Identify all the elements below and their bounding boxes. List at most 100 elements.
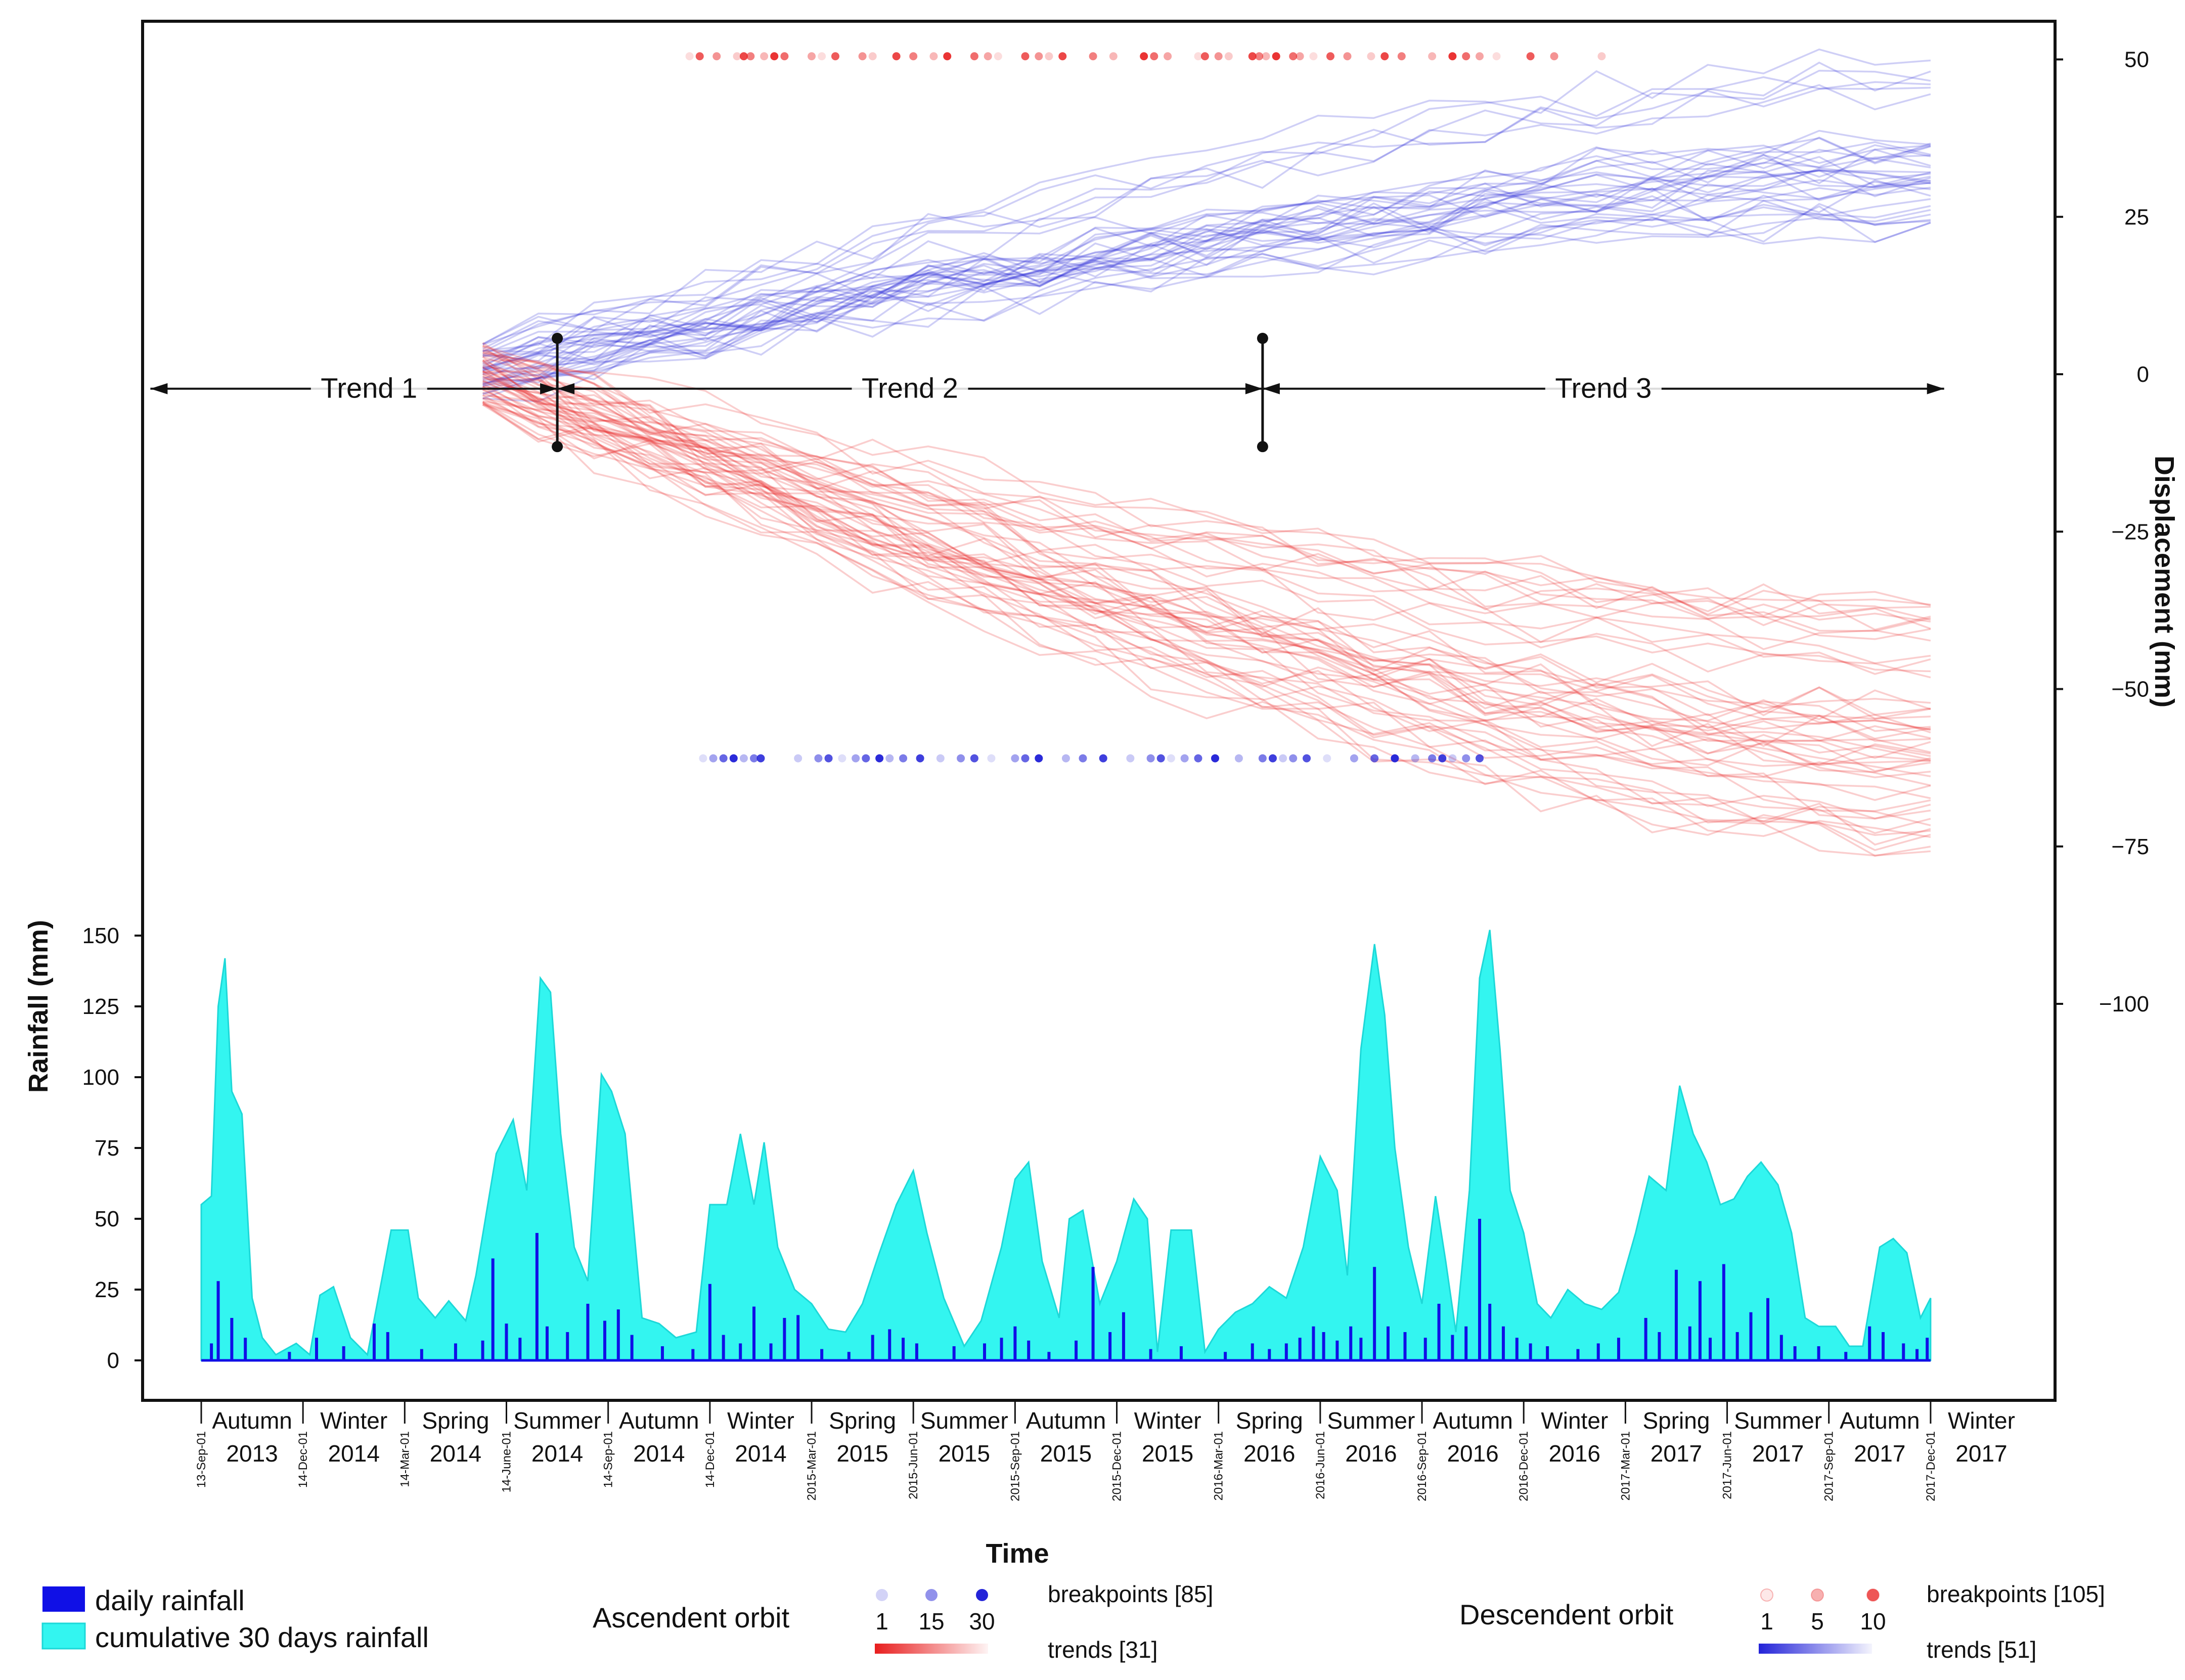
- descendent-trend-line: [482, 136, 1931, 390]
- legend-descendent-scale-label: 5: [1811, 1608, 1824, 1634]
- date-label: 2015-Sep-01: [1008, 1431, 1022, 1501]
- right-tick-label: −100: [2099, 992, 2149, 1016]
- descendent-breakpoint: [1194, 52, 1202, 61]
- ascendent-breakpoint: [936, 754, 945, 763]
- descendent-breakpoint: [1164, 52, 1172, 61]
- season-year: 2015: [1142, 1440, 1193, 1467]
- ascendent-breakpoint: [1268, 754, 1277, 763]
- descendent-trend-line: [482, 167, 1931, 345]
- daily-rainfall-bar: [1091, 1267, 1095, 1360]
- trend-arrow-head: [1262, 383, 1280, 394]
- ascendent-trend-line: [482, 380, 1931, 632]
- season-year: 2016: [1243, 1440, 1295, 1467]
- daily-rainfall-bar: [386, 1332, 389, 1360]
- ascendent-breakpoint: [885, 754, 894, 763]
- daily-rainfall-bar: [983, 1343, 987, 1360]
- descendent-breakpoint: [808, 52, 816, 61]
- ascendent-trend-line: [482, 359, 1931, 778]
- descendent-breakpoint: [1428, 52, 1437, 61]
- ascendent-breakpoint: [1258, 754, 1267, 763]
- left-tick-label: 150: [82, 923, 119, 948]
- descendent-trend-line: [482, 145, 1931, 345]
- daily-rainfall-bar: [342, 1346, 345, 1360]
- daily-rainfall-bar: [1451, 1335, 1454, 1360]
- trend-label-bg: [310, 369, 427, 403]
- descendent-breakpoint: [1296, 52, 1304, 61]
- daily-rainfall-bar: [1000, 1338, 1003, 1360]
- daily-rainfall-bar: [1515, 1338, 1519, 1360]
- ascendent-trend-line: [482, 400, 1931, 623]
- descendent-breakpoint: [1367, 52, 1375, 61]
- descendent-breakpoint: [818, 52, 826, 61]
- descendent-trend-line: [482, 169, 1931, 369]
- season-year: 2017: [1854, 1440, 1905, 1467]
- date-label: 2017-Dec-01: [1924, 1431, 1938, 1501]
- ascendent-trend-line: [482, 342, 1931, 800]
- ascendent-breakpoint: [1126, 754, 1135, 763]
- left-tick-label: 75: [95, 1136, 119, 1161]
- descendent-trend-line: [482, 213, 1931, 353]
- ascendent-trend-line: [482, 360, 1931, 767]
- ascendent-trend-line: [482, 401, 1931, 747]
- descendent-breakpoint: [1476, 52, 1484, 61]
- ascendent-breakpoint: [824, 754, 833, 763]
- ascendent-trend-line: [482, 391, 1931, 721]
- season-name: Summer: [1734, 1407, 1822, 1434]
- season-year: 2014: [531, 1440, 583, 1467]
- season-year: 2014: [430, 1440, 481, 1467]
- descendent-breakpoint: [733, 52, 741, 61]
- ascendent-breakpoint: [1146, 754, 1155, 763]
- daily-rainfall-bar: [1844, 1352, 1848, 1360]
- descendent-trend-line: [482, 217, 1931, 356]
- daily-rainfall-bar: [1268, 1349, 1271, 1360]
- daily-rainfall-bar: [1386, 1326, 1390, 1360]
- ascendent-trend-line: [482, 369, 1931, 734]
- ascendent-breakpoint: [1411, 754, 1419, 763]
- left-tick-label: 25: [95, 1277, 119, 1302]
- descendent-breakpoint: [1255, 52, 1264, 61]
- descendent-trend-line: [482, 156, 1931, 376]
- daily-rainfall-bar: [739, 1343, 742, 1360]
- rainfall-layer: [200, 930, 1932, 1362]
- date-label: 14-Sep-01: [602, 1431, 615, 1488]
- ascendent-trend-line: [482, 365, 1931, 767]
- daily-rainfall-bar: [315, 1338, 318, 1360]
- daily-rainfall-bar: [1359, 1338, 1363, 1360]
- ascendent-breakpoint: [1194, 754, 1202, 763]
- ascendent-breakpoint: [1156, 754, 1165, 763]
- ascendent-trend-line: [482, 351, 1931, 631]
- daily-rainfall-bar: [454, 1343, 457, 1360]
- descendent-trend-line: [482, 169, 1931, 372]
- daily-rainfall-bar: [1576, 1349, 1580, 1360]
- daily-rainfall-bar: [1779, 1335, 1783, 1360]
- ascendent-breakpoint: [1370, 754, 1379, 763]
- legend-ascendent-breakpoints: breakpoints [85]: [1048, 1581, 1213, 1607]
- ascendent-breakpoint: [1180, 754, 1189, 763]
- legend-daily-swatch: [42, 1586, 85, 1612]
- descendent-breakpoint: [695, 52, 704, 61]
- season-name: Winter: [1948, 1407, 2015, 1434]
- descendent-trend-line: [482, 169, 1931, 371]
- ascendent-trend-line: [482, 352, 1931, 742]
- descendent-breakpoint: [1035, 52, 1043, 61]
- date-label: 14-Dec-01: [703, 1431, 717, 1488]
- ascendent-trend-line: [482, 404, 1931, 740]
- daily-rainfall-bar: [1047, 1352, 1051, 1360]
- date-label: 2017-Mar-01: [1619, 1431, 1632, 1500]
- descendent-breakpoint: [1526, 52, 1535, 61]
- date-label: 2016-Dec-01: [1517, 1431, 1531, 1501]
- x-axis-title: Time: [986, 1538, 1049, 1569]
- legend-ascendent-trends: trends [31]: [1048, 1637, 1157, 1663]
- daily-rainfall-bar: [1882, 1332, 1885, 1360]
- season-year: 2016: [1345, 1440, 1397, 1467]
- descendent-trend-line: [482, 157, 1931, 372]
- daily-rainfall-bar: [1501, 1326, 1505, 1360]
- ascendent-breakpoint: [899, 754, 908, 763]
- ascendent-breakpoint: [1462, 754, 1470, 763]
- descendent-breakpoint: [1045, 52, 1053, 61]
- ascendent-trend-line: [482, 394, 1931, 617]
- legend-cumulative-label: cumulative 30 days rainfall: [95, 1621, 429, 1653]
- descendent-trend-line: [482, 216, 1931, 364]
- ascendent-breakpoint: [719, 754, 728, 763]
- legend-ascendent-scale-label: 1: [875, 1608, 888, 1634]
